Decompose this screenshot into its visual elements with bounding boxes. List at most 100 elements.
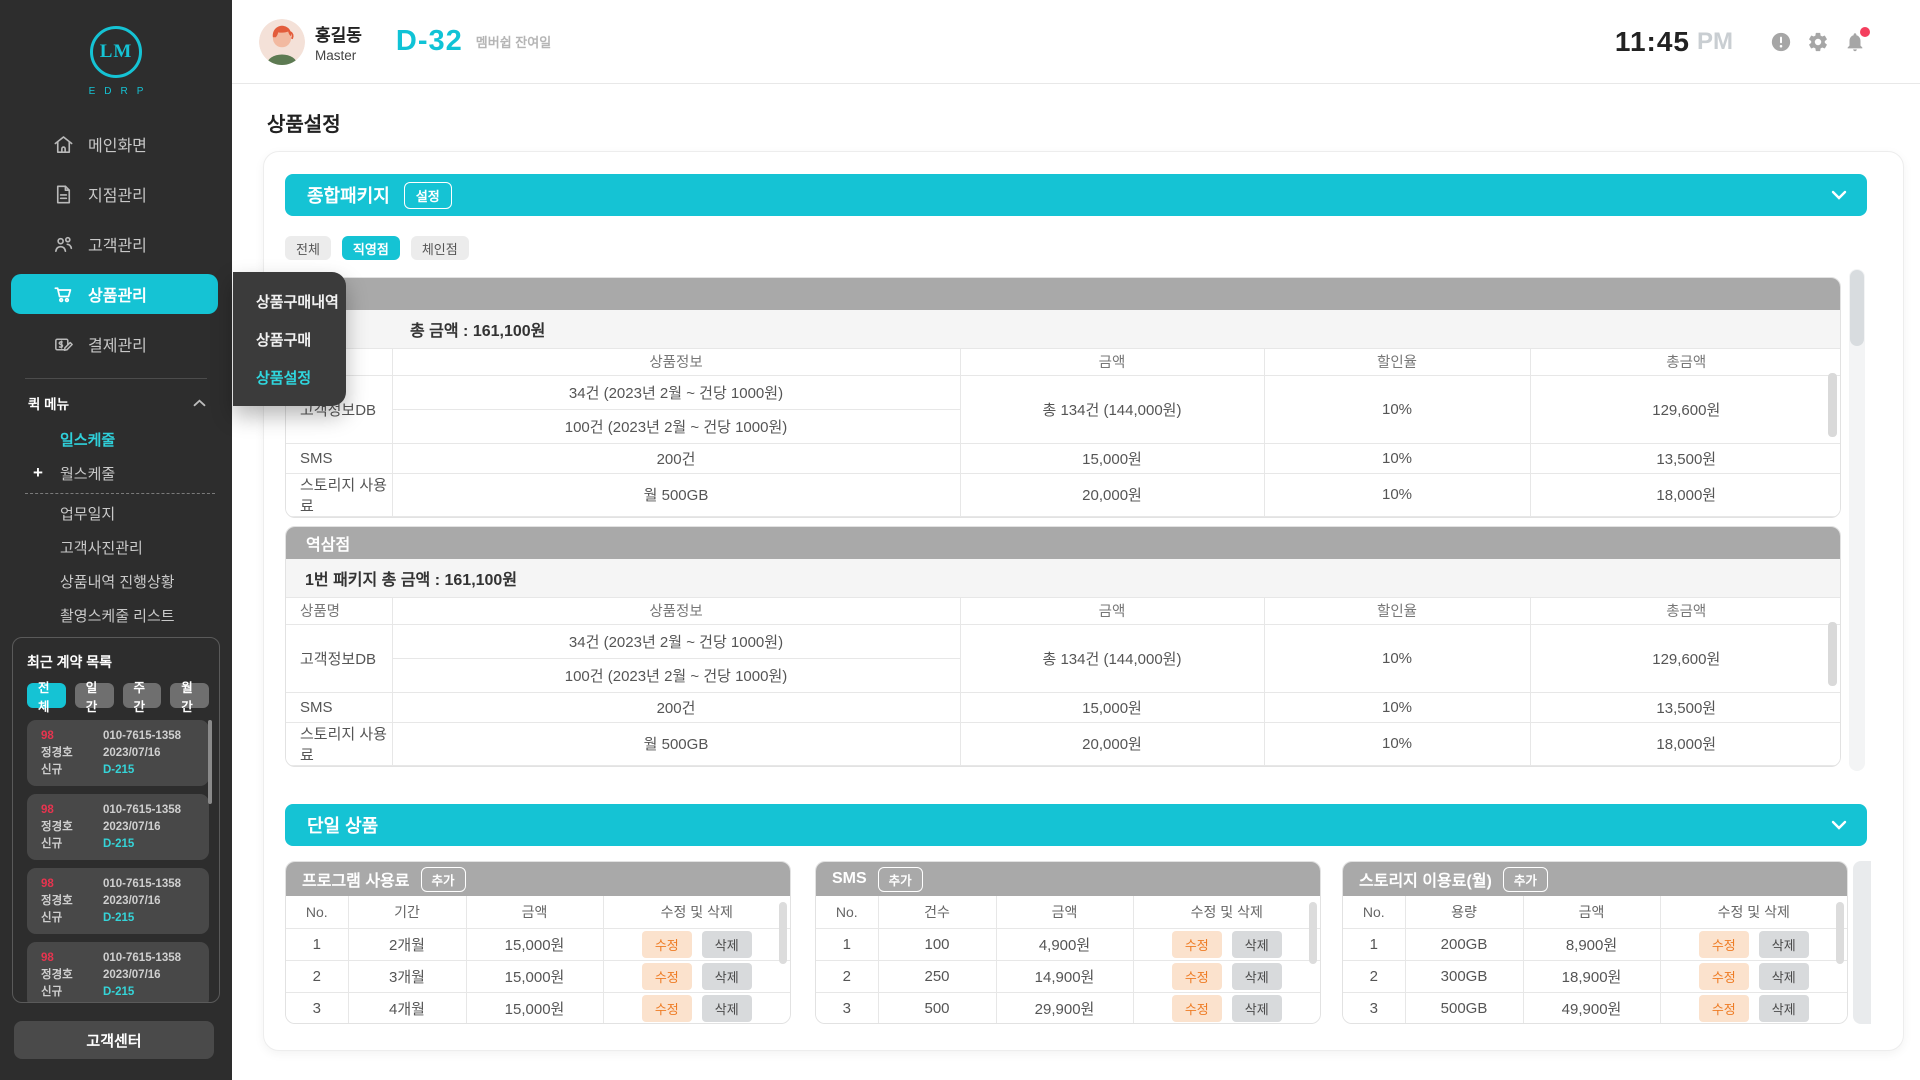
package-section-bar[interactable]: 종합패키지 설정	[285, 174, 1867, 216]
package-table-store-1: 총 금액 : 161,100원 상품명 상품정보 금액 할인율 총금액 고객정보…	[285, 277, 1841, 518]
package-total-summary: 총 금액 : 161,100원	[286, 310, 1840, 349]
edit-button[interactable]: 수정	[641, 930, 692, 958]
table-scrollbar[interactable]	[1828, 622, 1837, 686]
sidebar-item-customer[interactable]: 고객관리	[0, 219, 232, 269]
filter-monthly-button[interactable]: 월간	[170, 681, 209, 714]
column-header: 수정 및 삭제	[1659, 896, 1847, 929]
quick-item-month-schedule[interactable]: + 월스케줄	[0, 456, 232, 490]
delete-button[interactable]: 삭제	[701, 930, 752, 958]
price-cell: 14,900원	[995, 959, 1134, 993]
notification-bell-icon[interactable]	[1844, 26, 1870, 53]
store-band: 역삼점	[286, 527, 1840, 559]
delete-button[interactable]: 삭제	[1231, 994, 1282, 1022]
contract-list-item[interactable]: 98 정경호 신규 010-7615-1358 2023/07/16 D-215	[27, 942, 209, 1002]
contract-date: 2023/07/16	[103, 821, 161, 833]
quick-item-shooting-schedule[interactable]: 촬영스케줄 리스트	[0, 598, 232, 632]
scrollbar-thumb[interactable]	[1850, 270, 1864, 346]
edit-button[interactable]: 수정	[641, 962, 692, 990]
contract-list-item[interactable]: 98 정경호 신규 010-7615-1358 2023/07/16 D-215	[27, 720, 209, 786]
quick-item-work-log[interactable]: 업무일지	[0, 496, 232, 530]
single-product-section-bar[interactable]: 단일 상품	[285, 804, 1867, 846]
add-button[interactable]: 추가	[877, 866, 923, 892]
plus-icon[interactable]: +	[33, 463, 43, 482]
sidebar-item-branch[interactable]: 지점관리	[0, 169, 232, 219]
sidebar-item-product[interactable]: 상품관리	[11, 274, 218, 314]
tab-all[interactable]: 전체	[285, 236, 331, 260]
product-info-cell: 월 500GB	[391, 721, 961, 766]
logo-circle-icon: LM	[90, 26, 142, 78]
user-name: 홍길동	[315, 25, 362, 45]
column-header: 건수	[877, 896, 997, 929]
chevron-down-icon[interactable]	[1831, 820, 1847, 830]
sidebar-item-payment[interactable]: 결제관리	[0, 319, 232, 369]
column-header: 상품정보	[391, 347, 961, 376]
contract-list-scrollbar[interactable]	[208, 720, 212, 804]
card-scrollbar[interactable]	[779, 902, 787, 964]
contract-list-item[interactable]: 98 정경호 신규 010-7615-1358 2023/07/16 D-215	[27, 868, 209, 934]
tab-chain-store[interactable]: 체인점	[410, 236, 469, 260]
edit-button[interactable]: 수정	[1698, 930, 1749, 958]
settings-gear-icon[interactable]	[1807, 31, 1829, 53]
column-header: 금액	[995, 896, 1134, 929]
total-cell: 129,600원	[1529, 374, 1840, 444]
price-cell: 총 134건 (144,000원)	[959, 374, 1265, 444]
package-section-scrollbar[interactable]	[1849, 269, 1865, 771]
app-logo: LM EDRP	[0, 0, 232, 97]
add-button[interactable]: 추가	[1502, 866, 1548, 892]
count-cell: 250	[877, 959, 997, 993]
delete-button[interactable]: 삭제	[1758, 930, 1809, 958]
price-cell: 49,900원	[1522, 991, 1661, 1023]
price-cell: 15,000원	[959, 442, 1265, 474]
next-card-partial	[1853, 861, 1871, 1024]
chevron-down-icon[interactable]	[1831, 190, 1847, 200]
edit-button[interactable]: 수정	[1698, 994, 1749, 1022]
card-scrollbar[interactable]	[1309, 902, 1317, 964]
delete-button[interactable]: 삭제	[701, 994, 752, 1022]
package-config-button[interactable]: 설정	[403, 181, 452, 209]
sidebar-item-label: 상품관리	[88, 288, 147, 305]
edit-button[interactable]: 수정	[1171, 994, 1222, 1022]
menu-item-product-settings[interactable]: 상품설정	[256, 369, 312, 387]
membership-dday-label: 멤버쉽 잔여일	[475, 35, 552, 50]
product-info-cell: 200건	[391, 442, 961, 474]
delete-button[interactable]: 삭제	[701, 962, 752, 990]
edit-button[interactable]: 수정	[1698, 962, 1749, 990]
info-icon[interactable]	[1770, 31, 1792, 53]
row-number: 1	[816, 927, 879, 961]
menu-item-purchase[interactable]: 상품구매	[256, 331, 312, 349]
tab-direct-store[interactable]: 직영점	[341, 236, 400, 260]
chevron-up-icon[interactable]	[193, 399, 206, 407]
quick-item-product-progress[interactable]: 상품내역 진행상황	[0, 564, 232, 598]
delete-button[interactable]: 삭제	[1758, 962, 1809, 990]
sidebar-item-main[interactable]: 메인화면	[0, 119, 232, 169]
edit-button[interactable]: 수정	[641, 994, 692, 1022]
column-header: No.	[286, 896, 349, 929]
contract-list-item[interactable]: 98 정경호 신규 010-7615-1358 2023/07/16 D-215	[27, 794, 209, 860]
filter-weekly-button[interactable]: 주간	[122, 681, 162, 714]
quick-item-label: 업무일지	[60, 505, 116, 523]
card-scrollbar[interactable]	[1836, 902, 1844, 964]
contract-dday: D-215	[103, 764, 135, 776]
price-cell: 20,000원	[959, 472, 1265, 517]
table-scrollbar[interactable]	[1828, 373, 1837, 437]
row-number: 1	[1343, 927, 1406, 961]
menu-item-purchase-history[interactable]: 상품구매내역	[256, 293, 339, 311]
edit-button[interactable]: 수정	[1171, 962, 1222, 990]
add-button[interactable]: 추가	[420, 866, 466, 892]
edit-button[interactable]: 수정	[1171, 930, 1222, 958]
delete-button[interactable]: 삭제	[1758, 994, 1809, 1022]
package-total-summary: 1번 패키지 총 금액 : 161,100원	[286, 559, 1840, 598]
contract-name: 정경호	[41, 895, 73, 907]
quick-item-day-schedule[interactable]: 일스케줄	[0, 422, 232, 456]
page-content: 상품설정 종합패키지 설정 전체 직영점 체인점	[232, 84, 1920, 1080]
filter-daily-button[interactable]: 일간	[74, 681, 114, 714]
delete-button[interactable]: 삭제	[1231, 930, 1282, 958]
avatar[interactable]	[259, 18, 305, 65]
filter-all-button[interactable]: 전체	[27, 681, 66, 714]
customer-center-button[interactable]: 고객센터	[14, 1021, 214, 1059]
contract-date: 2023/07/16	[103, 895, 161, 907]
sidebar-divider	[25, 378, 207, 379]
delete-button[interactable]: 삭제	[1231, 962, 1282, 990]
discount-cell: 10%	[1263, 721, 1531, 766]
quick-item-customer-photo[interactable]: 고객사진관리	[0, 530, 232, 564]
